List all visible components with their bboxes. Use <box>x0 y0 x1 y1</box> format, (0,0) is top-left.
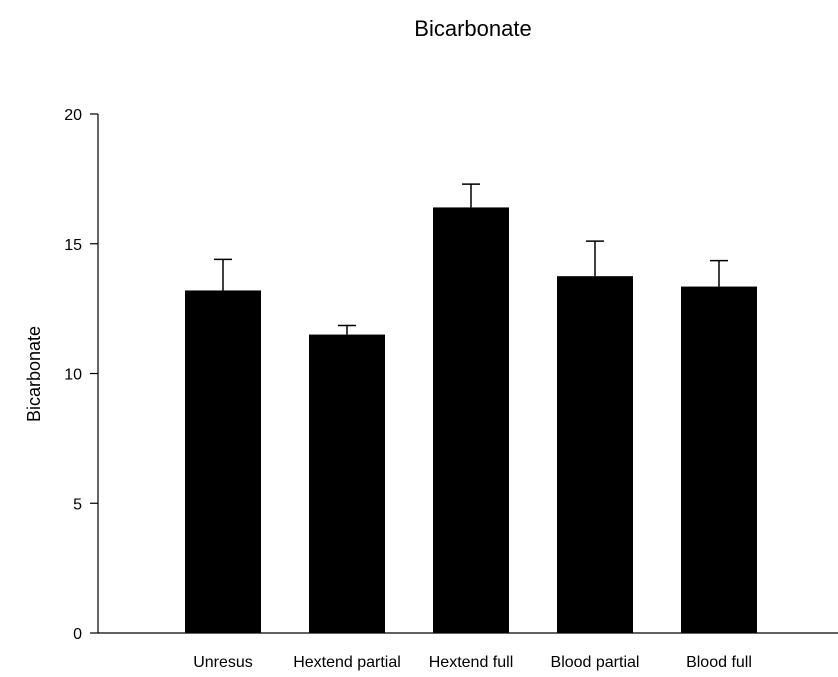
y-axis-ticks: 0 5 10 15 20 <box>64 107 98 643</box>
bar <box>557 276 633 633</box>
y-tick-label: 10 <box>64 367 82 384</box>
y-axis-label: Bicarbonate <box>24 326 44 422</box>
y-tick-label: 15 <box>64 237 82 254</box>
bar <box>681 286 757 633</box>
bar <box>309 334 385 633</box>
chart-title: Bicarbonate <box>414 16 531 41</box>
x-tick-label: Hextend full <box>429 654 514 671</box>
y-tick-label: 5 <box>73 496 82 513</box>
x-tick-label: Unresus <box>193 654 253 671</box>
x-tick-label: Blood partial <box>551 654 640 671</box>
x-tick-label: Blood full <box>686 654 752 671</box>
bar <box>185 290 261 633</box>
x-axis-tick-labels: Unresus Hextend partial Hextend full Blood … <box>193 654 752 671</box>
y-tick-label: 0 <box>73 626 82 643</box>
x-tick-label: Hextend partial <box>293 654 401 671</box>
bars-group <box>185 183 757 634</box>
y-tick-label: 20 <box>64 107 82 124</box>
bar <box>433 207 509 634</box>
